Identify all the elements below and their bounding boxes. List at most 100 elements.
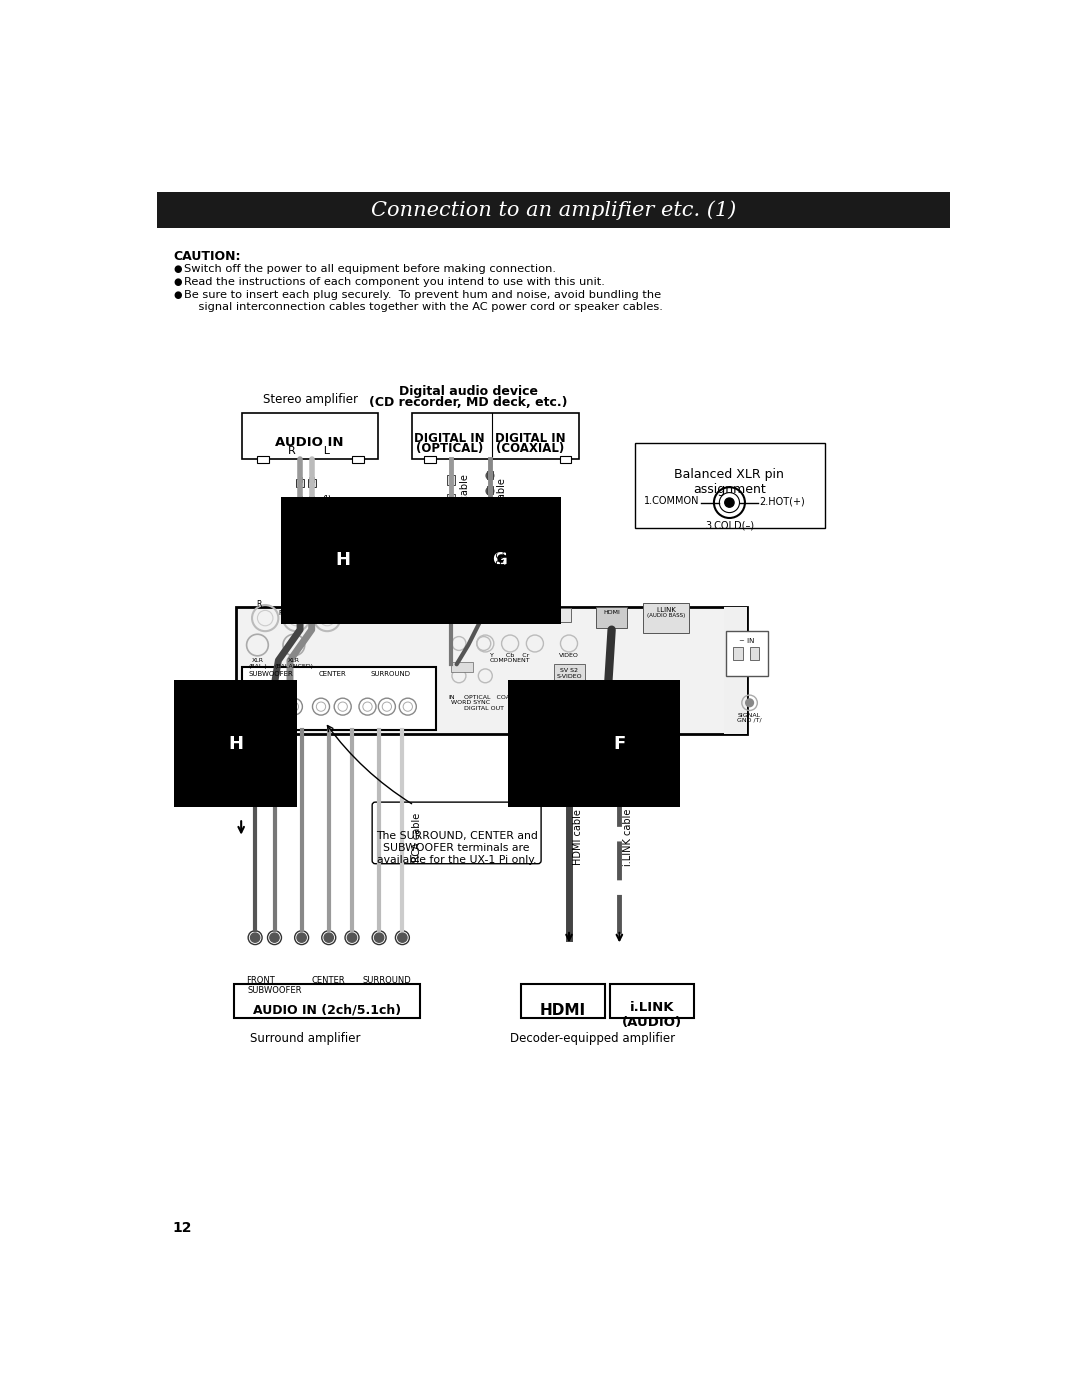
Text: DIGITAL IN: DIGITAL IN [415,432,485,444]
Text: ~ IN: ~ IN [739,638,754,644]
Text: L: L [310,610,313,616]
Text: A: A [562,735,576,753]
Text: L: L [325,601,329,609]
Text: Be sure to insert each plug securely.  To prevent hum and noise, avoid bundling : Be sure to insert each plug securely. To… [184,291,661,300]
Text: DV D2: DV D2 [453,610,473,616]
Bar [352,457,364,462]
Bar [733,647,743,661]
Text: i.LINK: i.LINK [656,606,676,612]
Circle shape [297,933,307,942]
Bar [521,983,605,1018]
Circle shape [486,488,494,495]
Text: Y      Cb    Cr: Y Cb Cr [490,652,529,658]
Text: Digital audio device: Digital audio device [399,384,538,398]
Circle shape [486,472,494,479]
Bar [610,983,693,1018]
Text: AUDIO IN (2ch/5.1ch): AUDIO IN (2ch/5.1ch) [253,1003,402,1016]
Text: G: G [457,552,472,570]
Bar [447,495,455,504]
Text: ●: ● [174,291,183,300]
Text: SV S2: SV S2 [561,668,578,673]
Circle shape [324,933,334,942]
Text: R: R [256,601,261,609]
Text: 12: 12 [172,1221,192,1235]
Text: 1.COMMON: 1.COMMON [644,496,699,506]
Bar [635,443,825,528]
Text: The SURROUND, CENTER and
SUBWOOFER terminals are
available for the UX-1 Pi only.: The SURROUND, CENTER and SUBWOOFER termi… [376,831,538,865]
Text: i.LINK cable: i.LINK cable [623,809,633,866]
Text: R: R [279,610,283,616]
Bar [309,496,314,502]
Text: (COAXIAL): (COAXIAL) [496,441,565,455]
Text: XLR cable: XLR cable [323,493,333,542]
Bar [451,662,473,672]
Text: DIGITAL OUT: DIGITAL OUT [464,705,504,711]
Text: HDMI: HDMI [604,610,620,616]
Bar [298,478,302,482]
Text: HDMI: HDMI [540,1003,585,1018]
Circle shape [251,933,260,942]
Text: SIGNAL: SIGNAL [738,712,761,718]
Circle shape [375,933,383,942]
Bar [487,471,494,479]
Text: IN: IN [448,696,455,700]
Text: SURROUND: SURROUND [363,977,411,985]
Bar [309,478,314,482]
Text: COMPONENT: COMPONENT [490,658,530,664]
Bar [242,412,378,458]
Bar [750,647,759,661]
Text: R        L: R L [288,446,330,455]
Text: RS-232C: RS-232C [565,707,592,711]
Text: FRONT: FRONT [283,601,309,609]
Text: HDMI cable: HDMI cable [572,810,583,866]
Text: Balanced XLR pin
assignment: Balanced XLR pin assignment [675,468,784,496]
Bar [257,457,269,462]
Text: XLR
(BALANCED): XLR (BALANCED) [274,658,313,669]
Text: Read the instructions of each component you intend to use with this unit.: Read the instructions of each component … [184,277,605,286]
Bar [242,666,435,729]
Text: (AUDIO BASS): (AUDIO BASS) [647,613,685,617]
Bar [554,665,584,683]
Bar [296,499,303,507]
Circle shape [397,933,407,942]
Bar [298,496,302,502]
Text: VID OUT: VID OUT [505,609,535,615]
Text: Connection to an amplifier etc. (1): Connection to an amplifier etc. (1) [370,200,737,219]
Text: signal interconnection cables together with the AC power cord or speaker cables.: signal interconnection cables together w… [184,302,663,312]
Text: OPTICAL   COAXIAL: OPTICAL COAXIAL [464,696,524,700]
Text: CENTER: CENTER [319,671,347,678]
Bar [308,479,315,488]
Bar [235,606,747,733]
Bar [296,479,303,488]
Text: S-VIDEO: S-VIDEO [556,675,582,679]
Bar [596,606,627,629]
Bar [424,457,435,462]
Bar [559,457,571,462]
Text: Switch off the power to all equipment before making connection.: Switch off the power to all equipment be… [184,264,556,274]
Text: 2.HOT(+): 2.HOT(+) [759,496,806,506]
Text: AUDIO IN: AUDIO IN [275,436,343,448]
Text: Decoder-equipped amplifier: Decoder-equipped amplifier [510,1031,675,1045]
Text: SUBWOOFER: SUBWOOFER [247,986,301,995]
Bar [413,412,579,458]
Circle shape [745,698,754,707]
Bar [234,983,420,1018]
Text: RCA coaxial cable: RCA coaxial cable [497,478,507,566]
Text: WORD SYNC: WORD SYNC [451,700,490,705]
Text: CENTER: CENTER [312,977,346,985]
Text: optical digital cable: optical digital cable [460,474,471,570]
Bar [726,631,768,676]
Text: CAUTION:: CAUTION: [174,250,241,263]
Bar [447,475,455,485]
Text: RCA cable: RCA cable [413,813,422,862]
Text: ●: ● [174,277,183,286]
Text: G: G [491,552,507,570]
Bar [157,193,950,228]
Text: XLR
(BAL.): XLR (BAL.) [248,658,267,669]
Text: SURROUND: SURROUND [370,671,410,678]
Text: (CD recorder, MD deck, etc.): (CD recorder, MD deck, etc.) [369,395,567,408]
Bar [643,602,689,633]
Text: Surround amplifier: Surround amplifier [249,1031,361,1045]
Text: ●: ● [174,264,183,274]
Text: GND /T/: GND /T/ [738,718,761,722]
